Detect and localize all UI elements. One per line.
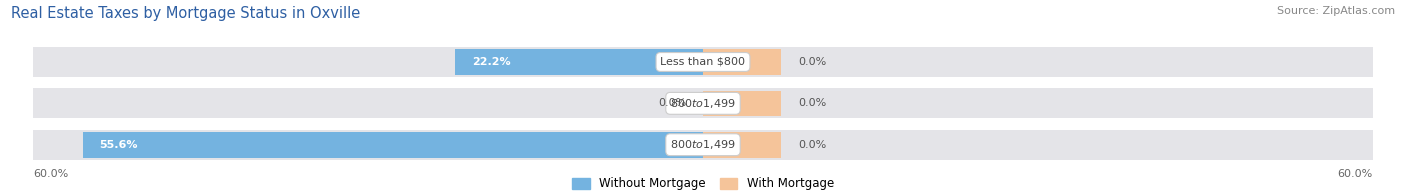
- Legend: Without Mortgage, With Mortgage: Without Mortgage, With Mortgage: [572, 177, 834, 190]
- Bar: [34, 130, 1372, 160]
- Bar: [456, 49, 703, 75]
- Text: 55.6%: 55.6%: [100, 140, 138, 150]
- Bar: [34, 47, 1372, 77]
- Bar: [703, 49, 782, 75]
- Text: Source: ZipAtlas.com: Source: ZipAtlas.com: [1277, 6, 1395, 16]
- Bar: [83, 132, 703, 158]
- Text: Less than $800: Less than $800: [661, 57, 745, 67]
- Text: 0.0%: 0.0%: [658, 98, 686, 108]
- Text: $800 to $1,499: $800 to $1,499: [671, 97, 735, 110]
- Bar: [34, 89, 1372, 118]
- Text: $800 to $1,499: $800 to $1,499: [671, 138, 735, 151]
- Text: 22.2%: 22.2%: [472, 57, 510, 67]
- Text: 0.0%: 0.0%: [797, 57, 827, 67]
- Text: 60.0%: 60.0%: [1337, 169, 1372, 179]
- Bar: [703, 132, 782, 158]
- Text: Real Estate Taxes by Mortgage Status in Oxville: Real Estate Taxes by Mortgage Status in …: [11, 6, 360, 21]
- Text: 60.0%: 60.0%: [34, 169, 69, 179]
- Bar: [703, 90, 782, 116]
- Text: 0.0%: 0.0%: [797, 98, 827, 108]
- Text: 0.0%: 0.0%: [797, 140, 827, 150]
